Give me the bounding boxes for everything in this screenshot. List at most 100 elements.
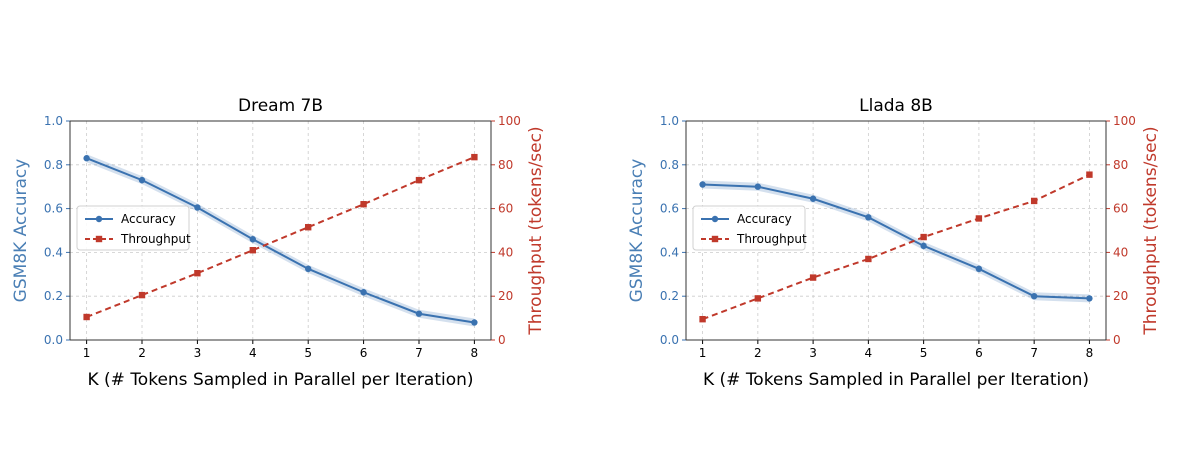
chart-title: Dream 7B [238, 96, 323, 116]
y-left-tick-label: 0.2 [44, 289, 63, 303]
data-point-throughput [865, 255, 872, 263]
legend-swatch-marker [95, 235, 103, 243]
data-point-throughput [415, 176, 423, 184]
legend-label: Throughput [736, 232, 807, 246]
y-right-tick-label: 80 [498, 158, 513, 172]
x-axis-label: K (# Tokens Sampled in Parallel per Iter… [703, 370, 1089, 390]
legend-label: Accuracy [737, 212, 792, 226]
data-point-throughput [360, 201, 367, 208]
series-line-throughput [702, 173, 1090, 321]
y-left-tick-label: 0.6 [660, 202, 679, 216]
data-point-accuracy [304, 265, 312, 273]
data-point-throughput [249, 247, 257, 254]
x-tick-label: 4 [249, 346, 257, 360]
data-point-accuracy [865, 214, 872, 221]
data-point-throughput [809, 274, 817, 281]
data-point-accuracy [1086, 295, 1093, 302]
legend-swatch-marker [95, 215, 103, 223]
data-point-accuracy [975, 265, 983, 273]
y-right-tick-label: 40 [498, 245, 513, 259]
series-throughput [83, 153, 478, 321]
chart-panel-2: 1 2 3 4 5 6 7 8 0.0 0.2 0.4 0.6 0.8 1.0 0 20 40 60 80 100 Ll… [627, 96, 1161, 390]
x-tick-label: 8 [1086, 346, 1094, 360]
data-point-throughput [304, 224, 312, 231]
y-left-tick-label: 1.0 [660, 114, 679, 128]
x-tick-label: 7 [415, 346, 423, 360]
y-right-tick-label: 60 [1113, 202, 1128, 216]
accuracy-confidence-band [86, 154, 475, 327]
x-tick-label: 4 [865, 346, 873, 360]
x-tick-label: 2 [754, 346, 762, 360]
y-left-tick-label: 0.4 [44, 245, 63, 259]
chart-panel-1: 1 2 3 4 5 6 7 8 0.0 0.2 0.4 0.6 0.8 1.0 0 20 40 60 80 100 Dr… [11, 96, 546, 390]
x-tick-label: 5 [304, 346, 312, 360]
legend: Accuracy Throughput [76, 205, 191, 251]
data-point-accuracy [249, 236, 257, 243]
data-point-throughput [975, 215, 983, 222]
series-accuracy [83, 154, 478, 327]
y-left-tick-label: 0.2 [660, 289, 679, 303]
series-throughput [699, 171, 1093, 323]
x-tick-label: 1 [699, 346, 707, 360]
data-point-accuracy [809, 195, 817, 202]
y-left-tick-label: 1.0 [44, 114, 63, 128]
y-right-axis-label: Throughput (tokens/sec) [526, 126, 546, 335]
data-point-throughput [471, 153, 478, 161]
y-right-tick-label: 20 [498, 289, 513, 303]
data-point-accuracy [415, 310, 423, 317]
y-left-tick-label: 0.0 [44, 333, 63, 347]
legend: Accuracy Throughput [692, 205, 807, 251]
y-left-tick-label: 0.4 [660, 245, 679, 259]
y-right-tick-label: 100 [1113, 114, 1136, 128]
data-point-throughput [754, 295, 762, 302]
y-right-tick-label: 0 [1113, 333, 1121, 347]
x-axis-label: K (# Tokens Sampled in Parallel per Iter… [87, 370, 473, 390]
data-point-accuracy [699, 181, 706, 188]
data-point-accuracy [920, 242, 927, 250]
x-tick-label: 5 [920, 346, 928, 360]
series-accuracy [699, 180, 1093, 303]
y-left-tick-label: 0.8 [44, 158, 63, 172]
data-point-accuracy [83, 155, 90, 162]
data-point-accuracy [754, 183, 762, 190]
x-tick-label: 1 [83, 346, 91, 360]
series-line-accuracy [702, 183, 1090, 300]
y-right-axis-label: Throughput (tokens/sec) [1141, 126, 1161, 335]
y-right-tick-label: 100 [498, 114, 521, 128]
data-point-accuracy [1030, 293, 1038, 300]
data-point-throughput [920, 233, 927, 241]
y-right-tick-label: 60 [498, 202, 513, 216]
x-tick-label: 6 [975, 346, 983, 360]
data-point-accuracy [138, 176, 146, 184]
data-point-throughput [1086, 171, 1093, 178]
legend-swatch-marker [711, 235, 719, 243]
data-point-throughput [138, 291, 146, 299]
x-tick-label: 2 [138, 346, 146, 360]
y-left-axis-label: GSM8K Accuracy [11, 159, 31, 303]
data-point-accuracy [471, 319, 478, 326]
chart-title: Llada 8B [859, 96, 933, 116]
y-right-tick-label: 80 [1113, 158, 1128, 172]
y-left-tick-label: 0.8 [660, 158, 679, 172]
data-point-accuracy [360, 289, 367, 296]
x-tick-label: 3 [194, 346, 202, 360]
legend-label: Accuracy [121, 212, 176, 226]
y-right-tick-label: 40 [1113, 245, 1128, 259]
y-left-tick-label: 0.0 [660, 333, 679, 347]
data-point-throughput [1030, 197, 1038, 205]
y-left-tick-label: 0.6 [44, 202, 63, 216]
legend-label: Throughput [120, 232, 191, 246]
legend-swatch-marker [711, 215, 719, 223]
y-left-axis-label: GSM8K Accuracy [627, 159, 647, 303]
x-tick-label: 3 [809, 346, 817, 360]
data-point-accuracy [194, 204, 201, 211]
y-right-tick-label: 0 [498, 333, 506, 347]
data-point-throughput [699, 315, 706, 323]
y-right-tick-label: 20 [1113, 289, 1128, 303]
x-tick-label: 6 [360, 346, 368, 360]
series-line-accuracy [86, 157, 475, 324]
accuracy-confidence-band [702, 180, 1090, 303]
data-point-throughput [194, 270, 201, 277]
x-tick-label: 8 [471, 346, 479, 360]
